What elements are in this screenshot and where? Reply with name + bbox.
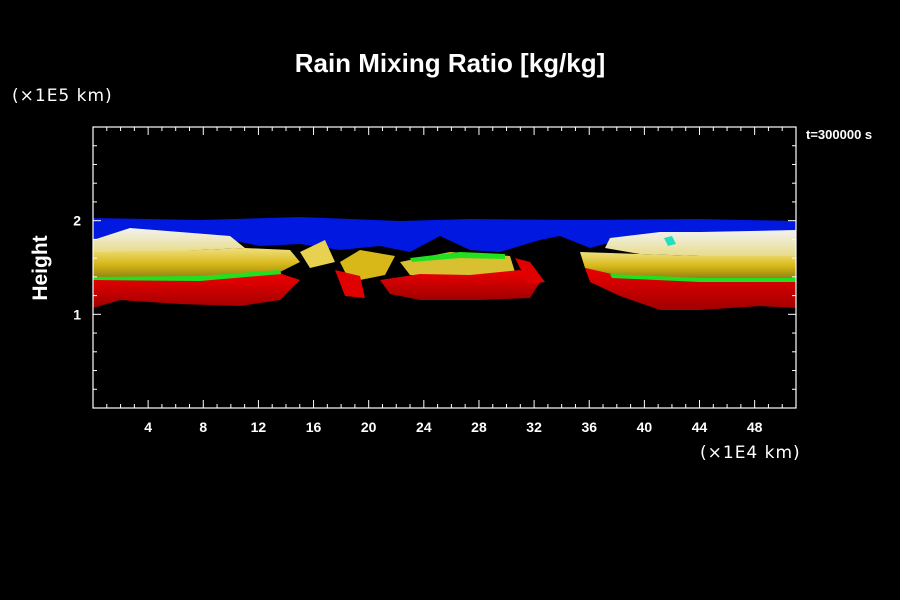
chart-title: Rain Mixing Ratio [kg/kg] xyxy=(294,48,606,78)
x-tick-label: 8 xyxy=(199,419,207,435)
field-green-2 xyxy=(410,252,505,262)
x-tick-label: 32 xyxy=(526,419,542,435)
x-axis-unit: (×1E4 km) xyxy=(700,443,801,463)
rain-field xyxy=(93,217,796,310)
x-axis-ticks xyxy=(106,127,783,408)
field-right-yellow xyxy=(580,252,796,280)
field-left-white xyxy=(93,228,245,252)
field-blue-band xyxy=(93,217,796,252)
x-tick-label: 24 xyxy=(416,419,432,435)
field-center-red xyxy=(380,270,540,300)
field-cell-2 xyxy=(340,250,395,282)
y-axis-unit: (×1E5 km) xyxy=(12,86,113,106)
y-tick-label: 1 xyxy=(73,306,81,322)
x-tick-label: 44 xyxy=(692,419,708,435)
field-left-yellow xyxy=(93,248,300,280)
field-right-green xyxy=(610,274,796,282)
x-axis-tick-labels: 4 8 12 16 20 24 28 32 36 40 44 48 xyxy=(144,419,762,435)
field-red-3 xyxy=(515,258,545,284)
x-tick-label: 36 xyxy=(581,419,597,435)
y-axis-ticks xyxy=(93,145,796,390)
field-red-2 xyxy=(335,270,365,298)
x-tick-label: 4 xyxy=(144,419,152,435)
x-tick-label: 16 xyxy=(306,419,322,435)
time-label: t=300000 s xyxy=(806,127,873,142)
x-tick-label: 20 xyxy=(361,419,377,435)
x-tick-label: 40 xyxy=(637,419,653,435)
y-axis-tick-labels: 12 xyxy=(73,213,81,323)
y-tick-label: 2 xyxy=(73,213,81,229)
x-tick-label: 12 xyxy=(251,419,267,435)
field-right-cyan xyxy=(664,236,676,246)
field-cell-1 xyxy=(300,240,335,268)
field-left-red xyxy=(93,274,300,308)
plot-frame xyxy=(92,126,797,409)
x-tick-label: 28 xyxy=(471,419,487,435)
x-tick-label: 48 xyxy=(747,419,763,435)
field-right-white xyxy=(605,230,796,256)
